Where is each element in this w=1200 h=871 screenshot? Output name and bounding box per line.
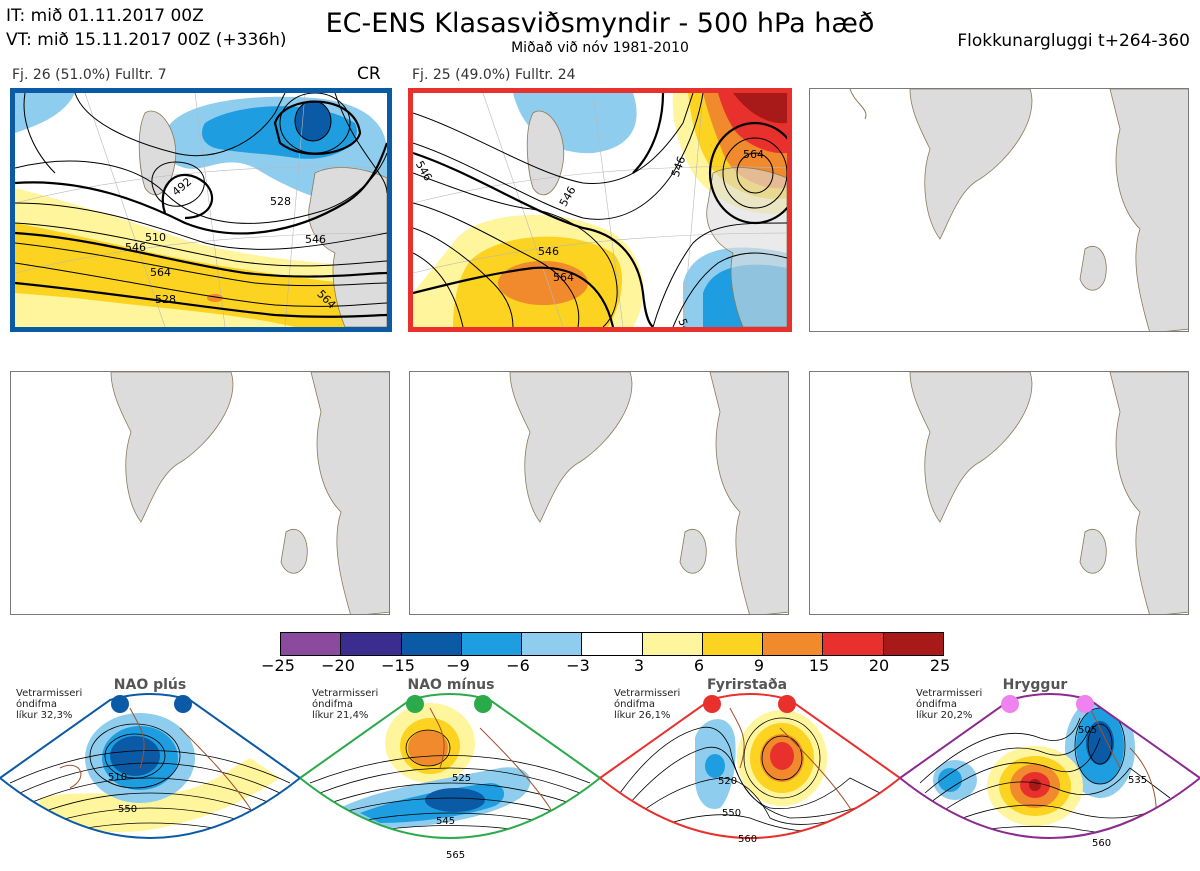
empty-map-6 (809, 371, 1189, 615)
header-info: IT: mið 01.11.2017 00Z VT: mið 15.11.201… (6, 4, 287, 52)
regime-3-contour-label: 550 (722, 808, 741, 819)
cluster-2-contour-label: 564 (553, 271, 574, 284)
page-title: EC-ENS Klasasviðsmyndir - 500 hPa hæð (325, 8, 875, 39)
cluster-1-label: Fj. 26 (51.0%) Fulltr. 7 (12, 67, 167, 83)
cluster-1-map: 510 492 528 546 564 528 546 564 (10, 88, 392, 332)
colorbar-tick: −3 (566, 656, 590, 675)
cluster-2-contour-label: 546 (538, 245, 559, 258)
colorbar-tick: 3 (633, 656, 645, 675)
cluster-2-label: Fj. 25 (49.0%) Fulltr. 24 (412, 67, 576, 83)
colorbar-tick: 6 (693, 656, 705, 675)
regime-3-contour-label: 520 (718, 776, 737, 787)
regime-1-map: 510 550 (0, 693, 300, 839)
regime-3-note: Vetrarmisseri óndifma líkur 26,1% (614, 688, 681, 721)
colorbar-tick: −25 (261, 656, 295, 675)
classification-window: Flokkunargluggi t+264-360 (957, 31, 1190, 51)
colorbar-swatch (281, 633, 342, 655)
init-time: IT: mið 01.11.2017 00Z (6, 6, 204, 26)
valid-time: VT: mið 15.11.2017 00Z (+336h) (6, 30, 287, 50)
colorbar-swatch (461, 633, 523, 655)
colorbar-swatch (642, 633, 703, 655)
regime-4-contour-label: 505 (1078, 725, 1097, 736)
cluster-2-contour-label: 564 (743, 148, 764, 161)
colorbar-swatch (823, 633, 884, 655)
regime-4-map: 505 535 560 (900, 693, 1200, 849)
cluster-1-contour-label: 528 (155, 293, 176, 306)
cluster-1-contour-label: 546 (125, 241, 146, 254)
cluster-2-map: 546 546 564 546 546 564 546 (408, 88, 792, 332)
cluster-2-contour-label: 546 (675, 317, 694, 327)
colorbar-swatch (401, 633, 462, 655)
regime-2-map: 525 545 565 (300, 693, 600, 861)
regime-2-contour-label: 565 (446, 850, 465, 861)
colorbar-swatch (582, 633, 643, 655)
regime-4-contour-label: 535 (1128, 775, 1147, 786)
colorbar-tick: −20 (321, 656, 355, 675)
regime-1-contour-label: 510 (108, 772, 127, 783)
regime-1-contour-label: 550 (118, 804, 137, 815)
colorbar-tick: −15 (381, 656, 415, 675)
colorbar-tick: 9 (753, 656, 765, 675)
regime-4-note: Vetrarmisseri óndifma líkur 20,2% (916, 688, 983, 721)
colorbar-swatch (883, 633, 943, 655)
colorbar-tick: −9 (446, 656, 470, 675)
empty-map-4 (10, 371, 390, 615)
cluster-1-contour-label: 564 (150, 266, 171, 279)
colorbar-tick: 15 (808, 656, 830, 675)
colorbar-swatch (763, 633, 824, 655)
colorbar-swatch (341, 633, 402, 655)
regime-2-contour-label: 525 (452, 773, 471, 784)
colorbar-swatch (522, 633, 583, 655)
cluster-1-contour-label: 510 (145, 231, 166, 244)
cluster-2-contour-label: 546 (557, 184, 579, 209)
colorbar-tick: 20 (868, 656, 890, 675)
regime-1-note: Vetrarmisseri óndifma líkur 32,3% (16, 688, 83, 721)
cluster-1-regime-code: CR (357, 64, 381, 84)
cluster-1-contour-label: 546 (305, 233, 326, 246)
colorbar-swatch (702, 633, 764, 655)
colorbar-tick: 25 (929, 656, 951, 675)
regime-2-contour-label: 545 (436, 816, 455, 827)
regime-2-note: Vetrarmisseri óndifma líkur 21,4% (312, 688, 379, 721)
regime-2-title: NAO mínus (407, 677, 495, 693)
regime-4-contour-label: 560 (1092, 838, 1111, 849)
regime-3-map: 520 550 560 (600, 693, 900, 845)
cluster-1-contour-label: 528 (270, 195, 291, 208)
page-subtitle: Miðað við nóv 1981-2010 (511, 40, 689, 56)
regime-4-title: Hryggur (1002, 677, 1068, 693)
regime-1-title: NAO plús (113, 677, 187, 693)
colorbar-tick: −6 (506, 656, 530, 675)
empty-map-5 (409, 371, 789, 615)
colorbar (280, 632, 944, 656)
empty-map-3 (809, 88, 1189, 332)
regime-3-title: Fyrirstaða (706, 677, 788, 693)
regime-3-contour-label: 560 (738, 834, 757, 845)
cluster-2-contour-label: 546 (669, 155, 688, 179)
